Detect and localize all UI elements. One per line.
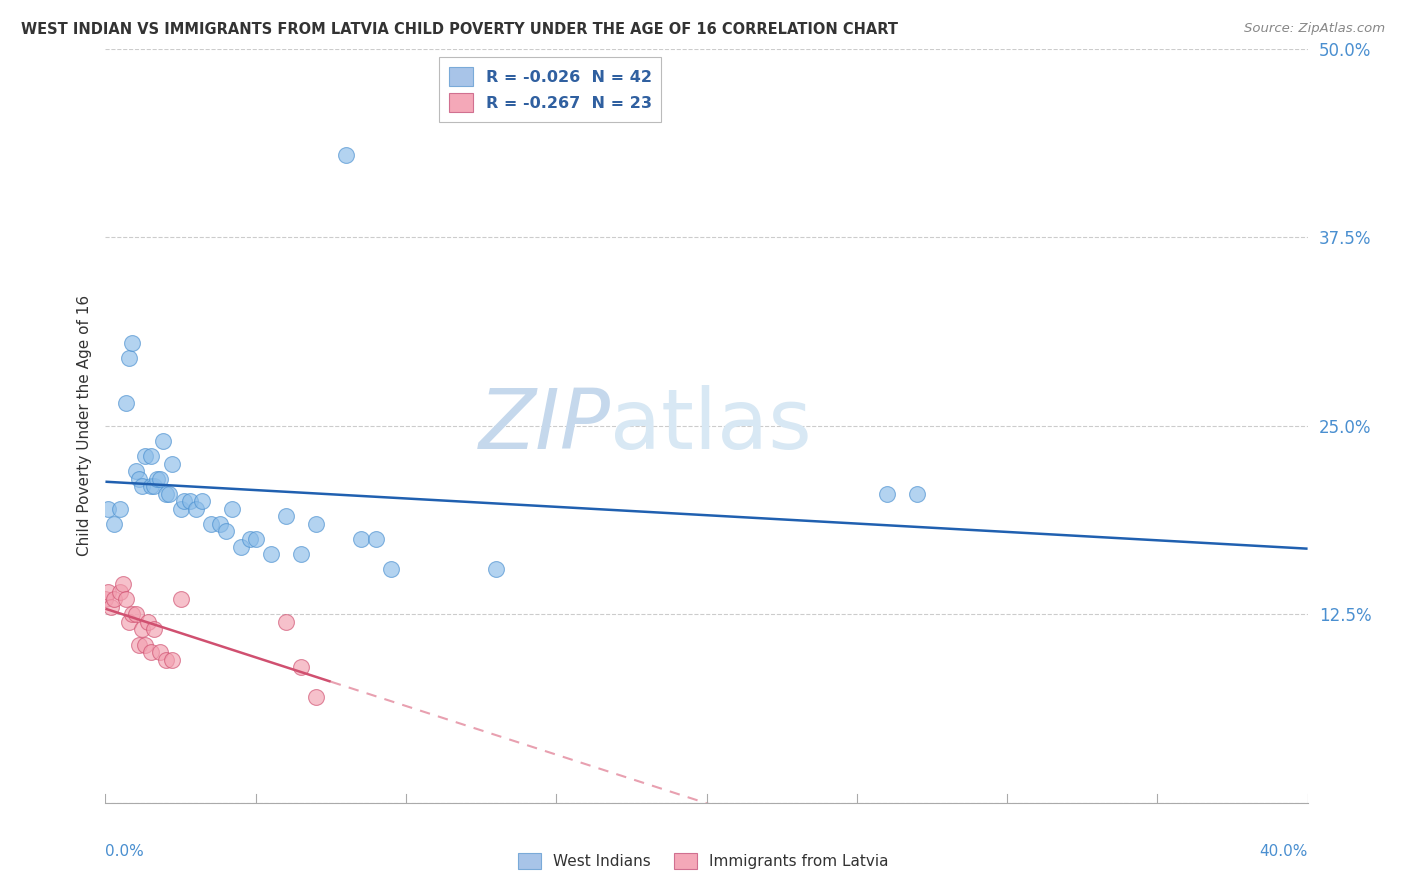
Point xyxy=(142,623,165,637)
Point xyxy=(485,562,508,576)
Point xyxy=(139,449,162,463)
Point xyxy=(364,532,387,546)
Point xyxy=(290,660,312,674)
Point xyxy=(115,592,138,607)
Point xyxy=(134,449,156,463)
Text: 40.0%: 40.0% xyxy=(1260,845,1308,859)
Point xyxy=(118,615,141,629)
Point xyxy=(179,494,201,508)
Point xyxy=(221,501,243,516)
Point xyxy=(128,638,150,652)
Point xyxy=(173,494,195,508)
Point xyxy=(305,516,328,531)
Point xyxy=(229,540,252,554)
Point xyxy=(103,516,125,531)
Point xyxy=(139,479,162,493)
Point xyxy=(148,645,170,659)
Point xyxy=(128,472,150,486)
Point xyxy=(131,623,153,637)
Point xyxy=(160,457,183,471)
Point xyxy=(200,516,222,531)
Point xyxy=(103,592,125,607)
Point xyxy=(274,509,297,524)
Point xyxy=(118,351,141,365)
Point xyxy=(245,532,267,546)
Text: Source: ZipAtlas.com: Source: ZipAtlas.com xyxy=(1244,22,1385,36)
Point xyxy=(110,584,132,599)
Point xyxy=(876,487,898,501)
Point xyxy=(169,592,191,607)
Point xyxy=(152,434,174,448)
Text: atlas: atlas xyxy=(610,385,813,467)
Point xyxy=(260,547,283,561)
Legend: West Indians, Immigrants from Latvia: West Indians, Immigrants from Latvia xyxy=(512,847,894,875)
Point xyxy=(169,501,191,516)
Point xyxy=(184,501,207,516)
Point xyxy=(905,487,928,501)
Text: ZIP: ZIP xyxy=(478,385,610,467)
Y-axis label: Child Poverty Under the Age of 16: Child Poverty Under the Age of 16 xyxy=(76,295,91,557)
Point xyxy=(239,532,262,546)
Text: WEST INDIAN VS IMMIGRANTS FROM LATVIA CHILD POVERTY UNDER THE AGE OF 16 CORRELAT: WEST INDIAN VS IMMIGRANTS FROM LATVIA CH… xyxy=(21,22,898,37)
Point xyxy=(97,584,120,599)
Point xyxy=(380,562,402,576)
Text: 0.0%: 0.0% xyxy=(105,845,145,859)
Point xyxy=(115,396,138,410)
Point xyxy=(124,607,146,622)
Point xyxy=(335,147,357,161)
Point xyxy=(148,472,170,486)
Point xyxy=(155,487,177,501)
Point xyxy=(100,599,122,614)
Point xyxy=(97,501,120,516)
Point xyxy=(290,547,312,561)
Point xyxy=(124,464,146,478)
Point xyxy=(110,501,132,516)
Point xyxy=(190,494,212,508)
Point xyxy=(142,479,165,493)
Point xyxy=(131,479,153,493)
Point xyxy=(121,336,143,351)
Point xyxy=(160,652,183,666)
Point xyxy=(155,652,177,666)
Point xyxy=(274,615,297,629)
Point xyxy=(157,487,180,501)
Point xyxy=(350,532,373,546)
Point xyxy=(112,577,135,591)
Point xyxy=(305,690,328,705)
Point xyxy=(145,472,167,486)
Point xyxy=(139,645,162,659)
Point xyxy=(214,524,236,539)
Point xyxy=(136,615,159,629)
Legend: R = -0.026  N = 42, R = -0.267  N = 23: R = -0.026 N = 42, R = -0.267 N = 23 xyxy=(439,57,661,121)
Point xyxy=(94,592,117,607)
Point xyxy=(134,638,156,652)
Point xyxy=(121,607,143,622)
Point xyxy=(208,516,231,531)
